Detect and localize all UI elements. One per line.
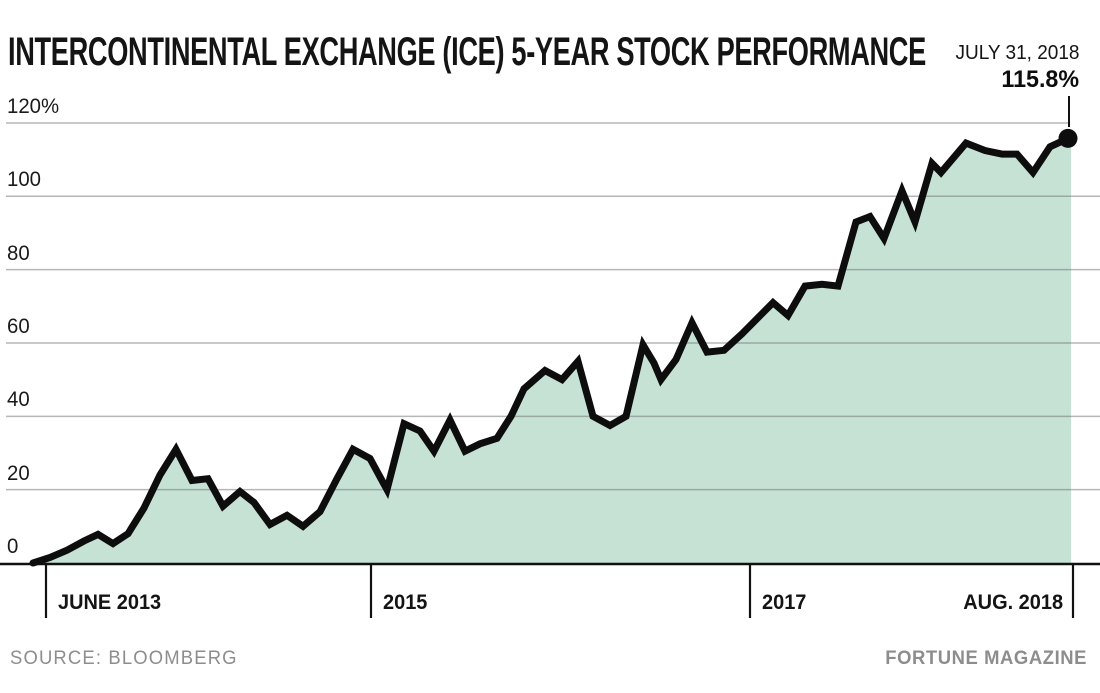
end-point-dot (1058, 128, 1078, 148)
y-axis-label: 40 (7, 388, 30, 412)
y-axis-label: 80 (7, 241, 30, 265)
callout-value-label: 115.8% (1001, 66, 1079, 93)
magazine-credit: FORTUNE MAGAZINE (885, 648, 1087, 669)
y-axis-label: 60 (7, 314, 30, 338)
x-axis-label: 2015 (383, 591, 428, 614)
area-fill (33, 138, 1071, 564)
y-axis-label: 100 (7, 168, 41, 192)
price-line (29, 134, 1072, 567)
callout-date-label: JULY 31, 2018 (955, 42, 1079, 64)
x-axis-label: AUG. 2018 (963, 591, 1063, 614)
x-axis-label: 2017 (762, 591, 807, 614)
source-credit: SOURCE: BLOOMBERG (10, 648, 238, 669)
y-axis-label: 0 (7, 535, 19, 558)
y-axis-label: 120% (7, 94, 60, 118)
y-axis-label: 20 (7, 461, 30, 485)
page-title: INTERCONTINENTAL EXCHANGE (ICE) 5-YEAR S… (8, 30, 926, 74)
x-axis-label: JUNE 2013 (58, 591, 162, 614)
